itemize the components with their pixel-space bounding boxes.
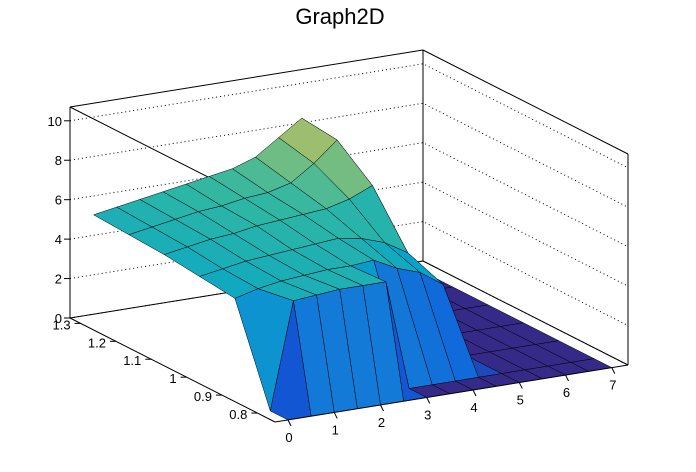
z-tick-label: 10 [48, 114, 62, 129]
box-edge [69, 49, 424, 108]
y-tick-label: 1.1 [123, 353, 141, 368]
grid-line [69, 63, 629, 169]
z-tick-label: 6 [55, 193, 62, 208]
x-tick-label: 6 [563, 385, 570, 400]
y-tick-label: 0.9 [194, 389, 212, 404]
z-tick-label: 8 [55, 153, 62, 168]
y-tick-label: 1 [169, 371, 176, 386]
z-tick-label: 2 [55, 272, 62, 287]
y-tick-label: 0.8 [229, 407, 247, 422]
z-tick-label: 0 [55, 311, 62, 326]
x-tick-label: 2 [378, 415, 385, 430]
z-tick-label: 4 [55, 232, 62, 247]
x-tick [333, 412, 338, 419]
x-tick-label: 1 [332, 422, 339, 437]
x-tick-label: 0 [285, 430, 292, 445]
x-tick [380, 404, 384, 412]
x-tick [518, 382, 523, 389]
x-tick [472, 389, 477, 397]
x-tick-label: 3 [424, 407, 431, 422]
chart-title: Graph2D [295, 4, 384, 29]
x-tick [611, 367, 616, 374]
y-axis [69, 317, 276, 423]
x-axis [274, 364, 629, 423]
y-tick-label: 1.3 [53, 317, 71, 332]
x-tick [565, 374, 569, 382]
x-tick [426, 397, 431, 404]
x-tick-label: 7 [609, 378, 616, 393]
x-tick-label: 5 [517, 393, 524, 408]
y-tick-label: 1.2 [88, 335, 106, 350]
x-tick [287, 419, 292, 427]
x-tick-label: 4 [470, 400, 477, 415]
box-edge [422, 49, 629, 155]
